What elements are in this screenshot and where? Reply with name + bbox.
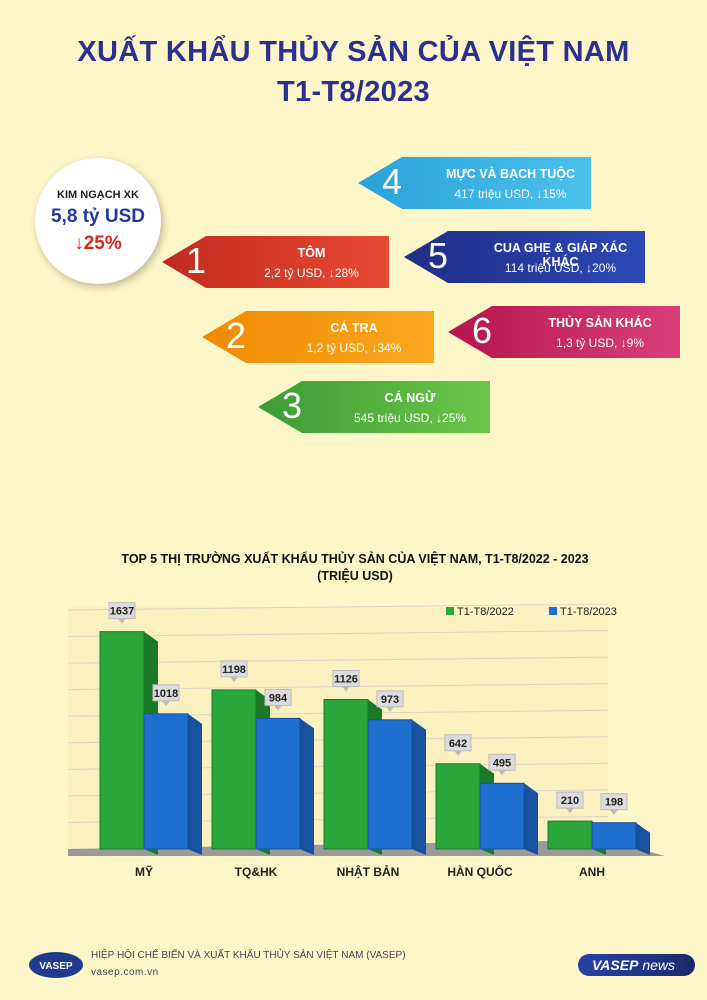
vasep-news-brand: VASEP news [578, 954, 695, 976]
chart-title: TOP 5 THỊ TRƯỜNG XUẤT KHẨU THỦY SẢN CỦA … [121, 552, 589, 566]
data-label: 1126 [334, 673, 358, 685]
data-label: 198 [605, 797, 623, 809]
category-label: HÀN QUỐC [447, 864, 513, 879]
bar [591, 822, 637, 850]
data-label-pointer [342, 686, 350, 692]
product-detail: 2,2 tỷ USD, ↓28% [264, 266, 359, 280]
product-detail: 1,2 tỷ USD, ↓34% [306, 341, 402, 355]
footer-org: HIỆP HỘI CHẾ BIẾN VÀ XUẤT KHẨU THỦY SẢN … [91, 950, 406, 961]
product-rank: 3 [282, 385, 303, 426]
product-arrow-1: 1 TÔM 2,2 tỷ USD, ↓28% [162, 236, 389, 288]
logo-text: VASEP [39, 961, 72, 972]
bar [255, 717, 301, 850]
category-label: NHẬT BẢN [337, 864, 400, 879]
gridline [67, 630, 609, 638]
data-label: 495 [493, 757, 511, 769]
bar [367, 719, 413, 850]
legend-label: T1-T8/2023 [560, 606, 617, 618]
data-label-pointer [162, 700, 170, 706]
product-name: CÁ NGỪ [384, 391, 436, 405]
product-arrow-3: 3 CÁ NGỪ 545 triệu USD, ↓25% [258, 381, 490, 433]
page-subtitle: T1-T8/2023 [277, 76, 430, 108]
product-arrow-4: 4 MỰC VÀ BẠCH TUỘC 417 triệu USD, ↓15% [358, 157, 591, 209]
bar [323, 698, 369, 850]
category-label: TQ&HK [235, 865, 278, 879]
product-rank: 6 [472, 310, 493, 351]
bar [547, 820, 593, 850]
brand-suffix: news [642, 957, 676, 973]
bar [99, 631, 145, 850]
bar [435, 763, 481, 850]
product-detail: 545 triệu USD, ↓25% [353, 411, 467, 425]
legend-swatch [549, 607, 557, 615]
data-label-pointer [498, 770, 506, 776]
chart-unit: (TRIỆU USD) [317, 569, 393, 583]
bar-chart: 1637 1018 MỸ 1198 984 TQ&HK 1126 973 NHẬT BẢN 642… [67, 602, 665, 879]
data-label-pointer [230, 676, 238, 682]
kpi-value: 5,8 tỷ USD [51, 206, 145, 227]
category-label: ANH [579, 865, 605, 879]
bar [211, 689, 257, 850]
bar-side [636, 822, 650, 855]
gridline [67, 603, 609, 611]
data-label-box [152, 684, 180, 702]
bar-side [524, 783, 538, 855]
data-label-box [444, 734, 472, 752]
product-rank: 2 [226, 315, 247, 356]
data-label-pointer [566, 808, 574, 814]
data-label: 642 [449, 738, 467, 750]
kpi-label: KIM NGẠCH XK [57, 189, 139, 201]
product-name: TÔM [297, 246, 326, 260]
data-label: 210 [561, 795, 579, 807]
product-rank: 5 [428, 235, 449, 276]
data-label-pointer [454, 750, 462, 756]
product-name: MỰC VÀ BẠCH TUỘC [445, 167, 576, 181]
bar-side [300, 718, 314, 855]
product-name: THỦY SẢN KHÁC [548, 316, 652, 330]
product-detail: 1,3 tỷ USD, ↓9% [555, 336, 645, 350]
product-detail: 114 triệu USD, ↓20% [504, 261, 617, 275]
data-label-box [108, 602, 136, 620]
product-name: CUA GHẸ & GIÁP XÁC KHÁC [493, 241, 628, 269]
data-label: 1198 [222, 664, 246, 676]
category-label: MỸ [135, 864, 153, 879]
total-export-badge: KIM NGẠCH XK 5,8 tỷ USD ↓25% [35, 158, 161, 284]
data-label-pointer [610, 809, 618, 815]
product-rank: 4 [382, 161, 403, 202]
product-detail: 417 triệu USD, ↓15% [454, 187, 567, 201]
data-label: 984 [269, 692, 288, 704]
product-arrow-2: 2 CÁ TRA 1,2 tỷ USD, ↓34% [202, 311, 434, 363]
brand-name: VASEP [592, 957, 639, 973]
legend-swatch [446, 607, 454, 615]
kpi-change: ↓25% [74, 233, 122, 254]
product-name: CÁ TRA [330, 321, 378, 335]
legend-label: T1-T8/2022 [457, 606, 514, 618]
bar [479, 782, 525, 850]
data-label: 1018 [154, 688, 178, 700]
page-title: XUẤT KHẨU THỦY SẢN CỦA VIỆT NAM [77, 36, 630, 68]
bar-side [412, 719, 426, 855]
bar [143, 713, 189, 850]
product-arrow-6: 6 THỦY SẢN KHÁC 1,3 tỷ USD, ↓9% [448, 306, 680, 358]
data-label-pointer [274, 705, 282, 711]
footer-url[interactable]: vasep.com.vn [91, 967, 159, 978]
bar-side [188, 713, 202, 855]
vasep-logo-icon: VASEP [29, 952, 83, 978]
data-label: 973 [381, 694, 399, 706]
data-label-pointer [386, 706, 394, 712]
product-rank: 1 [186, 240, 207, 281]
data-label-pointer [118, 618, 126, 624]
data-label: 1637 [110, 606, 134, 618]
product-arrow-5: 5 CUA GHẸ & GIÁP XÁC KHÁC 114 triệu USD,… [404, 231, 645, 283]
